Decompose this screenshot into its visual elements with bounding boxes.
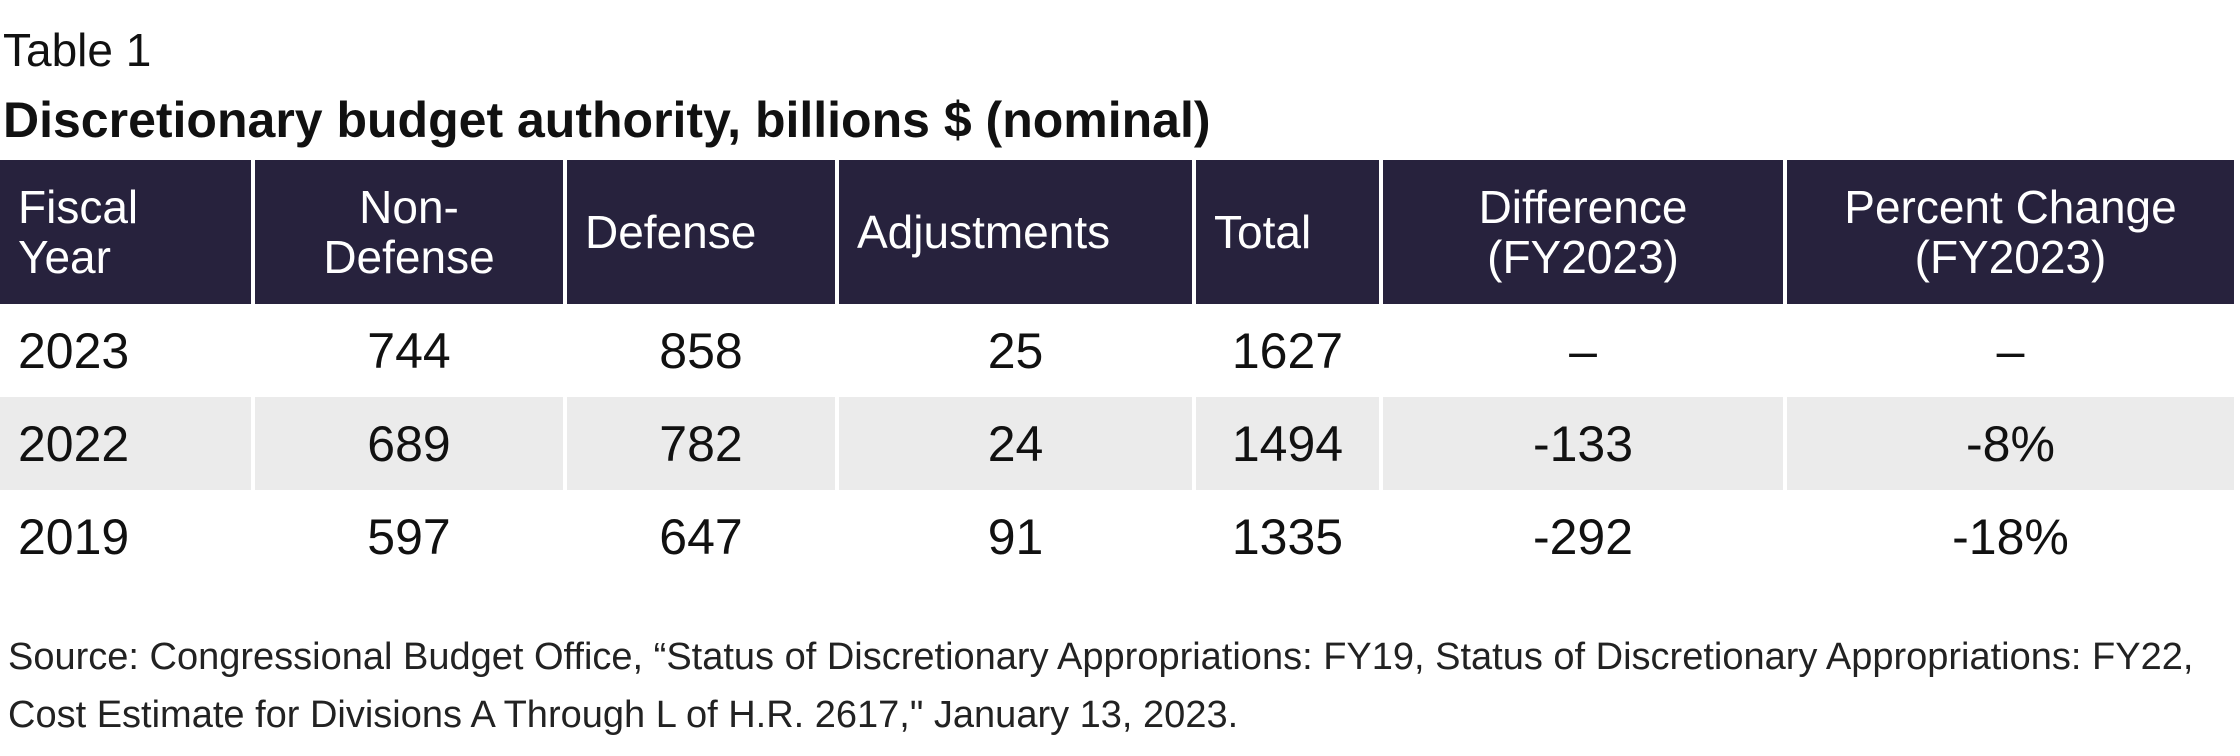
table-row: 2019 597 647 91 1335 -292 -18% — [0, 490, 2234, 583]
table-label: Table 1 — [3, 24, 152, 76]
cell-defense: 858 — [567, 304, 839, 397]
cell-adjustments: 91 — [839, 490, 1196, 583]
cell-non-defense: 597 — [255, 490, 567, 583]
table-row: 2022 689 782 24 1494 -133 -8% — [0, 397, 2234, 490]
column-header-adjustments: Adjustments — [839, 160, 1196, 304]
cell-adjustments: 25 — [839, 304, 1196, 397]
cell-total: 1494 — [1196, 397, 1383, 490]
table-title: Discretionary budget authority, billions… — [3, 92, 1211, 148]
cell-defense: 647 — [567, 490, 839, 583]
cell-defense: 782 — [567, 397, 839, 490]
cell-non-defense: 744 — [255, 304, 567, 397]
column-header-total: Total — [1196, 160, 1383, 304]
column-header-difference: Difference (FY2023) — [1383, 160, 1787, 304]
cell-fiscal-year: 2022 — [0, 397, 255, 490]
column-header-fiscal-year: Fiscal Year — [0, 160, 255, 304]
table-row: 2023 744 858 25 1627 – – — [0, 304, 2234, 397]
cell-fiscal-year: 2019 — [0, 490, 255, 583]
cell-fiscal-year: 2023 — [0, 304, 255, 397]
source-note: Source: Congressional Budget Office, “St… — [8, 636, 2194, 736]
cell-total: 1335 — [1196, 490, 1383, 583]
column-header-non-defense: Non- Defense — [255, 160, 567, 304]
cell-adjustments: 24 — [839, 397, 1196, 490]
cell-difference: – — [1383, 304, 1787, 397]
cell-total: 1627 — [1196, 304, 1383, 397]
column-header-percent-change: Percent Change (FY2023) — [1787, 160, 2234, 304]
header-row: Fiscal Year Non- Defense Defense Adjustmen… — [0, 160, 2234, 304]
budget-table: Fiscal Year Non- Defense Defense Adjustmen… — [0, 160, 2234, 583]
cell-difference: -133 — [1383, 397, 1787, 490]
cell-percent-change: -8% — [1787, 397, 2234, 490]
cell-non-defense: 689 — [255, 397, 567, 490]
cell-percent-change: – — [1996, 322, 2025, 379]
cell-difference: -292 — [1383, 490, 1787, 583]
column-header-defense: Defense — [567, 160, 839, 304]
cell-percent-change: -18% — [1952, 508, 2069, 565]
